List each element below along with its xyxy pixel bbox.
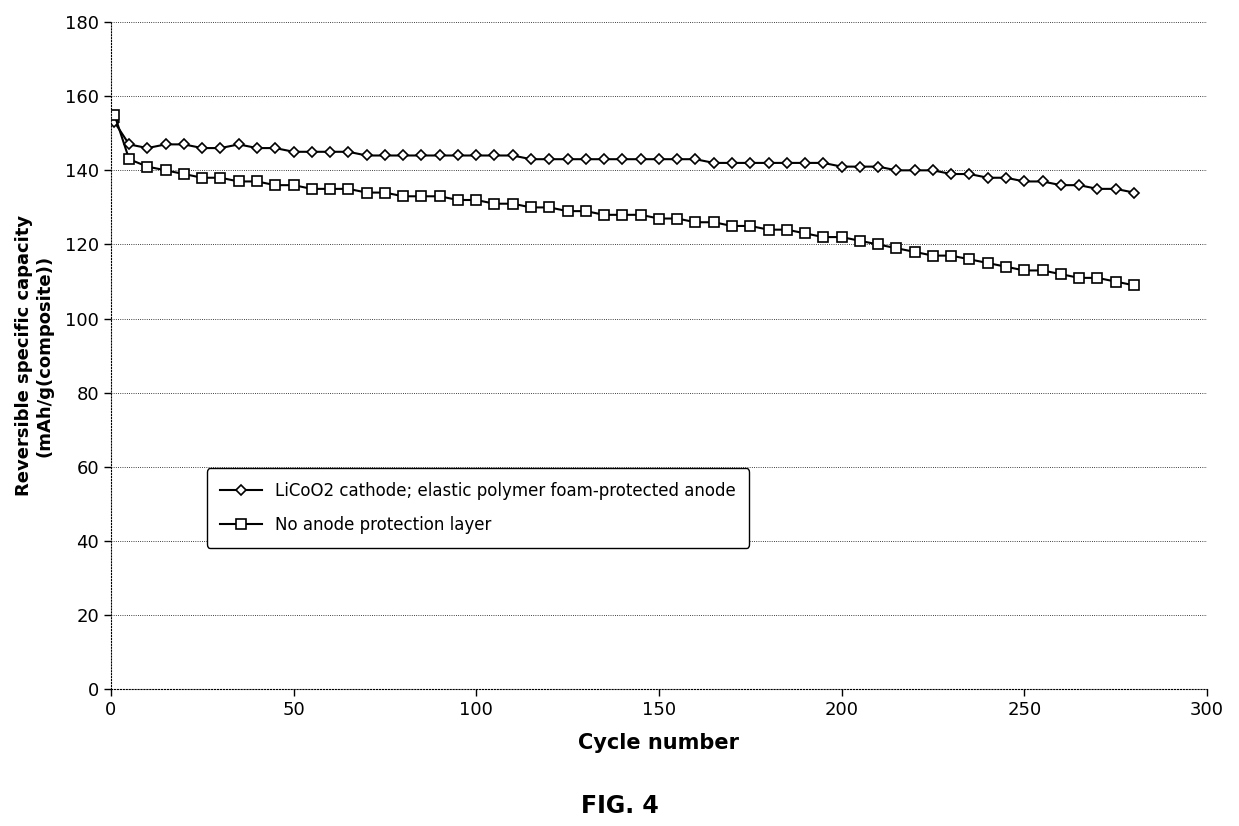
Y-axis label: Reversible specific capacity
(mAh/g(composite)): Reversible specific capacity (mAh/g(comp… xyxy=(15,216,53,496)
LiCoO2 cathode; elastic polymer foam-protected anode xyxy=(378,150,393,160)
Line: LiCoO2 cathode; elastic polymer foam-protected anode: LiCoO2 cathode; elastic polymer foam-pro… xyxy=(110,118,1137,197)
LiCoO2 cathode; elastic polymer foam-protected anode xyxy=(798,158,813,168)
No anode protection layer xyxy=(1126,280,1141,290)
No anode protection layer xyxy=(159,165,173,175)
LiCoO2 cathode; elastic polymer foam-protected anode xyxy=(140,143,155,153)
No anode protection layer xyxy=(541,202,556,212)
LiCoO2 cathode; elastic polymer foam-protected anode xyxy=(541,154,556,164)
No anode protection layer xyxy=(378,188,393,197)
No anode protection layer xyxy=(107,110,121,120)
No anode protection layer xyxy=(140,162,155,172)
LiCoO2 cathode; elastic polymer foam-protected anode xyxy=(107,117,121,127)
No anode protection layer xyxy=(817,232,831,242)
LiCoO2 cathode; elastic polymer foam-protected anode xyxy=(1126,188,1141,197)
X-axis label: Cycle number: Cycle number xyxy=(579,733,740,753)
LiCoO2 cathode; elastic polymer foam-protected anode xyxy=(159,140,173,150)
LiCoO2 cathode; elastic polymer foam-protected anode xyxy=(817,158,831,168)
Legend: LiCoO2 cathode; elastic polymer foam-protected anode, No anode protection layer: LiCoO2 cathode; elastic polymer foam-pro… xyxy=(207,468,750,548)
No anode protection layer xyxy=(798,229,813,239)
Line: No anode protection layer: No anode protection layer xyxy=(110,110,1139,290)
Text: FIG. 4: FIG. 4 xyxy=(581,794,658,818)
